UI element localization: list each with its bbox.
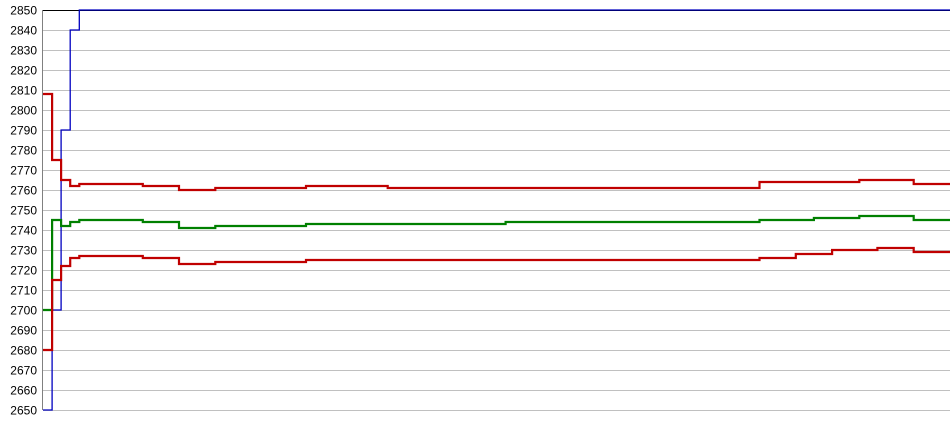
y-tick-label: 2750 xyxy=(10,204,37,218)
y-tick-label: 2670 xyxy=(10,364,37,378)
y-tick-label: 2780 xyxy=(10,144,37,158)
y-tick-label: 2650 xyxy=(10,404,37,418)
y-tick-label: 2800 xyxy=(10,104,37,118)
series-line-2 xyxy=(43,214,950,312)
y-tick-label: 2850 xyxy=(10,4,37,18)
y-tick-label: 2760 xyxy=(10,184,37,198)
grid-lines xyxy=(43,10,950,411)
y-tick-label: 2740 xyxy=(10,224,37,238)
y-tick-label: 2770 xyxy=(10,164,37,178)
y-tick-label: 2840 xyxy=(10,24,37,38)
y-tick-label: 2810 xyxy=(10,84,37,98)
series-line-3 xyxy=(43,246,950,352)
y-tick-label: 2680 xyxy=(10,344,37,358)
y-tick-label: 2830 xyxy=(10,44,37,58)
y-tick-label: 2790 xyxy=(10,124,37,138)
y-tick-label: 2730 xyxy=(10,244,37,258)
y-tick-label: 2690 xyxy=(10,324,37,338)
y-tick-label: 2710 xyxy=(10,284,37,298)
series-line-1 xyxy=(43,92,950,192)
y-tick-label: 2820 xyxy=(10,64,37,78)
series-line-0 xyxy=(43,9,950,411)
y-axis-ticks: 2650 2660 2670 2680 2690 2700 2710 2720 2730 2740… xyxy=(10,4,37,418)
y-tick-label: 2700 xyxy=(10,304,37,318)
series-lines xyxy=(43,9,950,411)
y-tick-label: 2720 xyxy=(10,264,37,278)
y-tick-label: 2660 xyxy=(10,384,37,398)
